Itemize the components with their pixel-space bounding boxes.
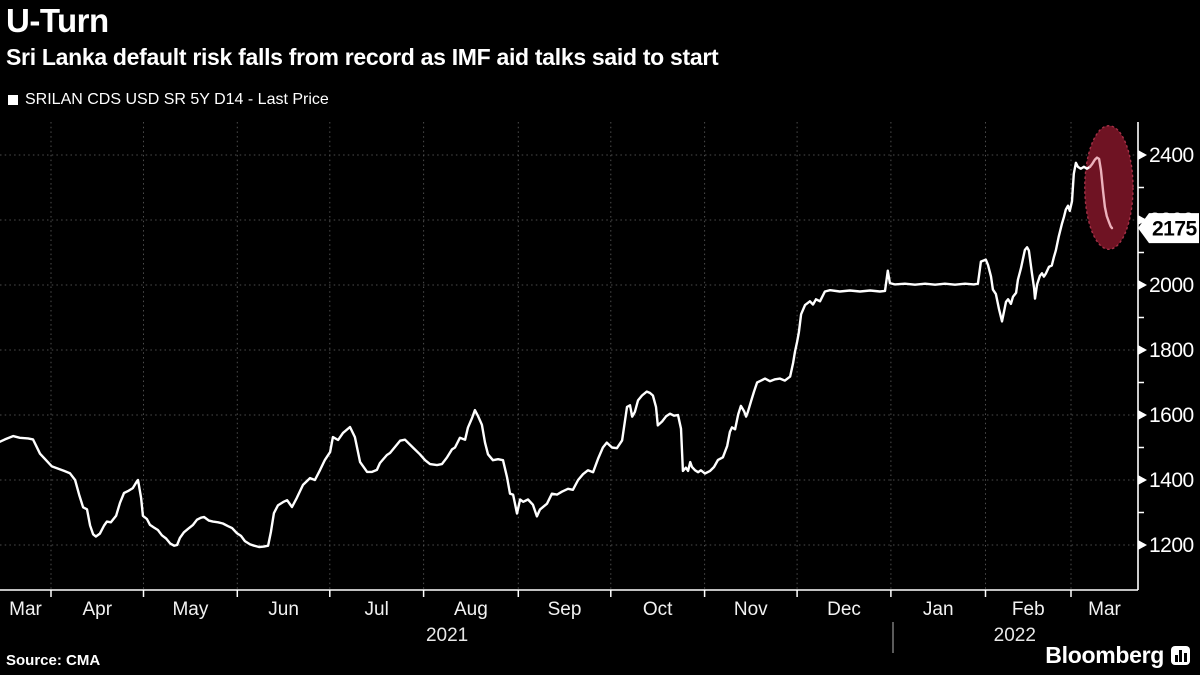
y-major-tick-icon	[1138, 540, 1147, 550]
bloomberg-logo: Bloomberg	[1045, 642, 1190, 669]
bar-chart-icon	[1171, 646, 1190, 665]
source-note: Source: CMA	[6, 652, 101, 669]
y-major-tick-icon	[1138, 280, 1147, 290]
y-axis-label: 1800	[1149, 339, 1194, 362]
x-month-label: Jun	[268, 599, 299, 620]
x-month-label: Jul	[365, 599, 389, 620]
x-month-label: Oct	[643, 599, 673, 620]
price-line-highlight-tail	[1088, 156, 1114, 230]
x-month-label: Dec	[827, 599, 861, 620]
last-price-value: 2175	[1152, 218, 1198, 241]
y-major-tick-icon	[1138, 345, 1147, 355]
last-price-tag	[1138, 213, 1199, 244]
x-year-label: 2021	[426, 625, 468, 646]
y-axis-label: 2000	[1149, 274, 1194, 297]
cds-price-line-chart: 2400220020001800160014001200MarAprMayJun…	[0, 105, 1200, 665]
page-subtitle: Sri Lanka default risk falls from record…	[6, 44, 719, 70]
legend: SRILAN CDS USD SR 5Y D14 - Last Price	[8, 91, 329, 109]
x-month-label: Mar	[9, 599, 42, 620]
legend-label: SRILAN CDS USD SR 5Y D14 - Last Price	[25, 91, 329, 108]
x-month-label: Apr	[83, 599, 113, 620]
page-title: U-Turn	[6, 2, 109, 39]
x-month-label: Aug	[454, 599, 488, 620]
x-month-label: Feb	[1012, 599, 1045, 620]
y-axis-label: 1200	[1149, 534, 1194, 557]
y-axis-label: 2400	[1149, 144, 1194, 167]
price-line	[0, 161, 1092, 549]
x-year-label: 2022	[994, 625, 1036, 646]
y-axis-label: 1400	[1149, 469, 1194, 492]
y-major-tick-icon	[1138, 150, 1147, 160]
y-major-tick-icon	[1138, 410, 1147, 420]
x-month-label: Mar	[1088, 599, 1121, 620]
y-major-tick-icon	[1138, 215, 1147, 225]
x-month-label: Nov	[734, 599, 768, 620]
y-axis-label: 1600	[1149, 404, 1194, 427]
x-month-label: May	[172, 599, 208, 620]
y-major-tick-icon	[1138, 475, 1147, 485]
highlight-ellipse	[1084, 124, 1134, 250]
x-month-label: Jan	[923, 599, 954, 620]
legend-swatch-icon	[8, 95, 18, 105]
bloomberg-wordmark: Bloomberg	[1045, 642, 1164, 668]
x-month-label: Sep	[548, 599, 582, 620]
